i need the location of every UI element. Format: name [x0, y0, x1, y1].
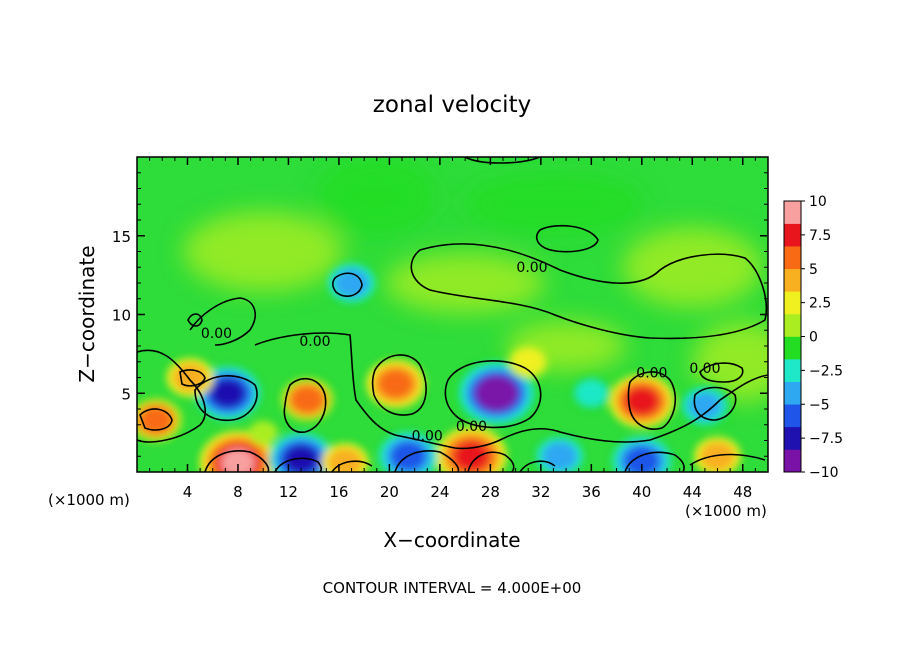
x-units-right: (×1000 m) — [685, 502, 767, 520]
plot-area: 0.00 0.00 0.00 0.00 0.00 0.00 0.00 — [137, 157, 768, 472]
y-axis: 5 10 15 — [112, 172, 768, 457]
anomaly-ring — [221, 448, 255, 472]
colorbar-tick-label: 2.5 — [809, 296, 831, 312]
x-tick-label: 48 — [733, 483, 752, 501]
x-tick-label: 28 — [481, 483, 500, 501]
colorbar-segment — [784, 246, 801, 270]
anomaly-ring — [327, 448, 363, 472]
y-tick-label: 15 — [112, 228, 131, 246]
contour-lines — [137, 157, 768, 472]
colorbar-tick-label: 10 — [809, 194, 827, 210]
anomaly-ring — [542, 441, 578, 471]
colorbar-segment — [784, 291, 801, 315]
anomaly-ring — [139, 406, 173, 434]
x-tick-label: 32 — [531, 483, 550, 501]
x-tick-label: 40 — [632, 483, 651, 501]
contour-label: 0.00 — [299, 334, 330, 350]
anomaly-ring — [172, 363, 208, 392]
x-tick-label: 20 — [380, 483, 399, 501]
contour-label: 0.00 — [516, 260, 547, 276]
y-tick-label: 5 — [121, 385, 131, 403]
contour-cold-left — [194, 375, 258, 421]
colorbar-segment — [784, 201, 801, 224]
colorbar-tick-label: 0 — [809, 330, 818, 346]
colorbar-tick-label: −2.5 — [809, 363, 843, 379]
x-tick-label: 24 — [430, 483, 449, 501]
contour-interval-footer: CONTOUR INTERVAL = 4.000E+00 — [323, 579, 582, 597]
chart-title: zonal velocity — [373, 92, 531, 118]
contour-warm-right — [627, 371, 677, 430]
contour-labels: 0.00 0.00 0.00 0.00 0.00 0.00 0.00 — [201, 260, 721, 445]
contour-left-loops — [139, 313, 206, 431]
colorbar-tick-label: 7.5 — [809, 228, 831, 244]
contour-label: 0.00 — [636, 366, 667, 382]
contour-label: 0.00 — [201, 326, 232, 342]
colorbar-segment — [784, 381, 801, 405]
anomaly-ring — [688, 392, 722, 420]
colorbar-segment — [784, 223, 801, 247]
background-patch — [183, 211, 344, 292]
colorbar: 10 7.5 5 2.5 0 −2.5 −5 −7.5 −10 — [783, 194, 843, 481]
contour-cold-center — [444, 360, 542, 429]
colorbar-segment — [784, 359, 801, 382]
colorbar-tick-label: −10 — [809, 465, 839, 481]
colorbar-tick-label: −5 — [809, 397, 830, 413]
colorbar-tick-label: −7.5 — [809, 431, 843, 447]
x-tick-label: 44 — [683, 483, 702, 501]
anomaly-ring — [512, 348, 545, 375]
colorbar-tick-label: 5 — [809, 262, 818, 278]
x-axis: 4 8 12 16 20 24 28 32 36 40 44 48 — [149, 157, 756, 501]
field-background — [137, 157, 768, 472]
anomaly-ring — [211, 379, 245, 408]
colorbar-segment — [784, 449, 801, 473]
colorbar-segment — [784, 336, 801, 360]
background-patch — [385, 253, 546, 313]
contour-label: 0.00 — [456, 419, 487, 435]
background-patch — [463, 174, 644, 235]
background-patch — [622, 227, 763, 308]
x-units-left: (×1000 m) — [48, 491, 130, 509]
colorbar-segment — [784, 313, 801, 337]
anomaly-ring — [378, 369, 414, 399]
contour-zero-top-edge — [464, 157, 541, 164]
contour-warm-left — [283, 377, 327, 433]
contour-zero-upper — [410, 243, 768, 340]
x-tick-label: 36 — [582, 483, 601, 501]
contour-zero-top-cell — [535, 224, 599, 253]
anomaly-ring — [290, 385, 324, 414]
contour-warm-center — [371, 354, 427, 416]
colorbar-segment — [784, 268, 801, 292]
anomaly-ring — [248, 420, 278, 445]
contour-label: 0.00 — [689, 361, 720, 377]
x-tick-label: 8 — [233, 483, 243, 501]
anomaly-ring — [625, 387, 659, 415]
background-patch — [316, 157, 437, 237]
contour-bottom-cells — [204, 450, 766, 472]
y-tick-label: 10 — [112, 307, 131, 325]
anomaly-ring — [480, 379, 514, 407]
anomaly-ring — [575, 380, 608, 407]
anomaly-ring — [700, 441, 736, 471]
colorbar-segment — [784, 426, 801, 450]
x-axis-label: X−coordinate — [383, 528, 520, 552]
y-axis-label: Z−coordinate — [75, 245, 99, 382]
x-tick-label: 12 — [279, 483, 298, 501]
contour-right-loops — [693, 362, 744, 421]
x-tick-label: 4 — [183, 483, 193, 501]
x-tick-label: 16 — [329, 483, 348, 501]
colorbar-segment — [784, 404, 801, 428]
contour-label: 0.00 — [412, 429, 443, 445]
contour-cold-upper-cell — [332, 272, 363, 297]
contour-zero-mid — [137, 297, 768, 450]
